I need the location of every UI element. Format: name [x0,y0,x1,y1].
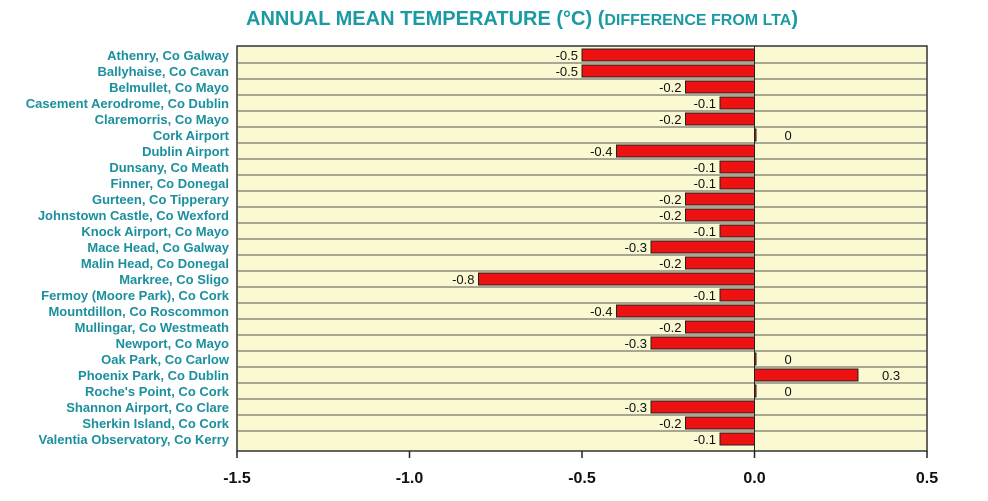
data-label: -0.1 [694,224,716,239]
category-label: Phoenix Park, Co Dublin [78,368,229,383]
data-label: -0.2 [659,112,681,127]
data-label: -0.3 [625,400,647,415]
x-axis: -1.5 -1.0 -0.5 0.0 0.5 [223,451,938,487]
bar [754,384,757,398]
category-label: Dublin Airport [142,144,230,159]
x-tick-label: -1.5 [223,470,251,487]
data-label: -0.3 [625,240,647,255]
bar [685,80,755,94]
data-label: -0.2 [659,192,681,207]
data-label: -0.4 [590,144,612,159]
category-label: Knock Airport, Co Mayo [81,224,229,239]
bar [719,176,755,190]
bar [719,96,755,110]
category-label: Claremorris, Co Mayo [95,112,229,127]
bar [616,304,755,318]
category-label: Shannon Airport, Co Clare [66,400,229,415]
chart-title: ANNUAL MEAN TEMPERATURE (°C) (DIFFERENCE… [246,8,866,31]
data-label: -0.1 [694,176,716,191]
category-label: Sherkin Island, Co Cork [82,416,229,431]
data-label: -0.2 [659,416,681,431]
bar [616,144,755,158]
data-labels: -0.5-0.5-0.2-0.1-0.20-0.4-0.1-0.1-0.2-0.… [452,48,900,447]
bar [754,128,757,142]
chart-title-main: ANNUAL MEAN TEMPERATURE (°C) ( [246,8,605,30]
bar [650,400,755,414]
data-label: 0 [785,384,792,399]
bar [754,368,859,382]
bar [478,272,755,286]
data-label: -0.1 [694,160,716,175]
bar [719,288,755,302]
bar [719,160,755,174]
category-label: Markree, Co Sligo [119,272,229,287]
data-label: -0.2 [659,256,681,271]
category-label: Dunsany, Co Meath [109,160,229,175]
data-label: 0.3 [882,368,900,383]
chart-title-end: ) [791,8,798,30]
chart-title-sub: DIFFERENCE FROM LTA [604,12,792,29]
category-label: Ballyhaise, Co Cavan [98,64,230,79]
x-tick-label: -1.0 [396,470,424,487]
category-label: Finner, Co Donegal [111,176,229,191]
bars [478,48,859,446]
grid-lines [237,62,927,432]
bar [650,336,755,350]
x-tick-label: 0.0 [743,470,765,487]
bar [685,416,755,430]
bar [754,352,757,366]
category-label: Fermoy (Moore Park), Co Cork [41,288,230,303]
bar [685,192,755,206]
bar [719,224,755,238]
data-label: -0.1 [694,288,716,303]
data-label: -0.8 [452,272,474,287]
data-label: 0 [785,128,792,143]
category-label: Mountdillon, Co Roscommon [48,304,229,319]
data-label: -0.1 [694,96,716,111]
data-label: -0.5 [556,48,578,63]
data-label: -0.5 [556,64,578,79]
plot-area [236,45,928,452]
bar [719,432,755,446]
bar [685,320,755,334]
category-label: Athenry, Co Galway [107,48,230,63]
category-label: Mace Head, Co Galway [87,240,229,255]
category-label: Casement Aerodrome, Co Dublin [26,96,229,111]
x-tick-label: 0.5 [916,470,938,487]
category-label: Oak Park, Co Carlow [101,352,230,367]
data-label: -0.3 [625,336,647,351]
data-label: -0.2 [659,208,681,223]
category-label: Malin Head, Co Donegal [81,256,229,271]
x-tick-label: -0.5 [568,470,596,487]
data-label: -0.1 [694,432,716,447]
category-label: Johnstown Castle, Co Wexford [38,208,229,223]
category-label: Valentia Observatory, Co Kerry [38,432,229,447]
bar [685,112,755,126]
bar [581,64,755,78]
data-label: -0.2 [659,320,681,335]
data-label: -0.4 [590,304,612,319]
category-label: Gurteen, Co Tipperary [92,192,230,207]
data-label: 0 [785,352,792,367]
bar [650,240,755,254]
category-label: Belmullet, Co Mayo [109,80,229,95]
bar [685,208,755,222]
bar [685,256,755,270]
category-label: Roche's Point, Co Cork [85,384,230,399]
data-label: -0.2 [659,80,681,95]
category-label: Cork Airport [153,128,230,143]
category-label: Newport, Co Mayo [116,336,229,351]
category-label: Mullingar, Co Westmeath [75,320,229,335]
bar [581,48,755,62]
